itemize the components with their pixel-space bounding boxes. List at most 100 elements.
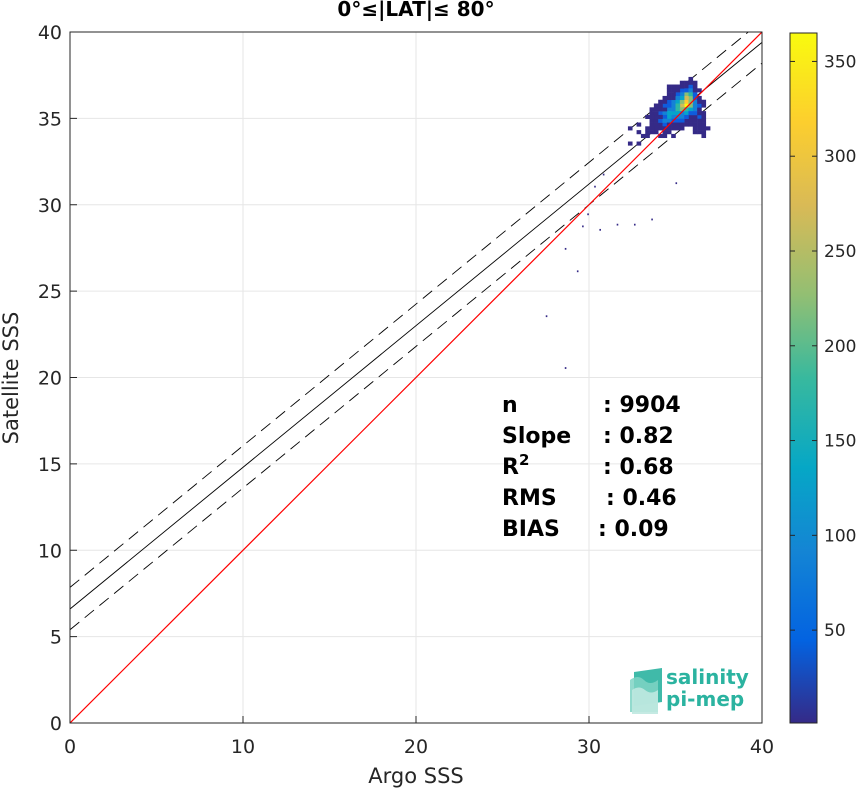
- colorbar-tick-label: 200: [824, 337, 856, 357]
- stat-superscript: 2: [519, 451, 529, 469]
- density-bin: [684, 111, 689, 116]
- outlier-point: [545, 315, 548, 318]
- density-bin: [666, 114, 672, 120]
- density-bin: [662, 118, 668, 123]
- density-bin: [627, 141, 633, 146]
- density-bin: [684, 107, 689, 112]
- stat-value: : 0.09: [598, 517, 669, 542]
- stat-label: BIAS: [502, 517, 560, 542]
- density-bin: [675, 126, 681, 131]
- density-bin: [666, 84, 672, 89]
- density-bin: [671, 95, 676, 101]
- x-tick-label: 0: [64, 736, 76, 758]
- salinity-pi-mep-logo: salinity pi-mep: [630, 665, 749, 714]
- logo-line2: pi-mep: [666, 687, 744, 711]
- colorbar-tick-label: 300: [824, 147, 856, 167]
- density-bin: [679, 99, 685, 104]
- density-bin: [645, 126, 650, 131]
- density-bin: [679, 92, 685, 97]
- stats-annotation: n: 9904 Slope: 0.82 R2: 0.68 RMS: 0.46 BIAS:…: [502, 393, 681, 542]
- density-bin: [692, 111, 698, 116]
- outlier-point: [616, 223, 619, 226]
- density-bin: [649, 118, 655, 123]
- density-bin: [662, 95, 668, 101]
- colorbar-tick-label: 100: [824, 526, 856, 546]
- density-bin: [662, 111, 668, 116]
- density-bin: [679, 80, 685, 85]
- density-bin: [666, 107, 672, 112]
- x-axis-label: Argo SSS: [368, 764, 463, 788]
- density-bin: [679, 122, 685, 127]
- density-bin: [675, 95, 681, 101]
- outlier-point: [651, 218, 653, 221]
- density-bin: [692, 84, 698, 89]
- density-bin: [701, 99, 707, 104]
- density-bin: [658, 122, 663, 127]
- density-bin: [697, 88, 702, 93]
- density-bin: [662, 133, 668, 139]
- density-bin: [692, 103, 698, 108]
- density-bin: [671, 84, 676, 89]
- y-tick-label: 30: [38, 195, 62, 217]
- y-tick-label: 15: [38, 454, 62, 476]
- density-bin: [701, 133, 707, 139]
- density-bin: [666, 88, 672, 93]
- density-bin: [658, 133, 663, 139]
- density-bin: [662, 107, 668, 112]
- density-bin: [697, 111, 702, 116]
- density-bin: [701, 111, 707, 116]
- density-bin: [692, 114, 698, 120]
- density-bin: [705, 126, 711, 131]
- density-bin: [688, 114, 694, 120]
- plot-series: [70, 32, 762, 723]
- density-bin: [692, 99, 698, 104]
- density-bin: [684, 84, 689, 89]
- y-tick-label: 20: [38, 368, 62, 390]
- stat-value: : 0.46: [606, 486, 677, 511]
- density-bin: [658, 126, 663, 131]
- outlier-point: [576, 270, 579, 273]
- density-bin: [701, 126, 707, 131]
- density-bin: [662, 130, 668, 135]
- density-bin: [653, 118, 659, 123]
- density-bin: [697, 99, 702, 104]
- density-bin: [675, 107, 681, 112]
- density-bin: [697, 95, 702, 101]
- density-bin: [645, 133, 650, 139]
- density-bin: [684, 122, 689, 127]
- y-tick-labels: 0 5 10 15 20 25 30 35 40: [38, 22, 62, 735]
- density-bin: [688, 92, 694, 97]
- stat-value: : 9904: [603, 393, 681, 418]
- density-bin: [692, 88, 698, 93]
- density-bin: [658, 107, 663, 112]
- chart-title: 0°≤|LAT|≤ 80°: [337, 0, 494, 21]
- density-bin: [679, 88, 685, 93]
- density-bin: [697, 103, 702, 108]
- outlier-point: [587, 213, 589, 216]
- lower-bound-line: [70, 62, 762, 631]
- density-bin: [692, 126, 698, 131]
- density-bin: [671, 92, 676, 97]
- density-bin: [688, 80, 694, 85]
- density-bin: [679, 118, 685, 123]
- stat-label: R2: [502, 451, 529, 480]
- density-bin: [645, 130, 650, 135]
- density-bin: [692, 130, 698, 135]
- reference-line: [70, 32, 762, 723]
- density-bin: [671, 122, 676, 127]
- x-tick-label: 30: [577, 736, 601, 758]
- outlier-point: [594, 185, 596, 188]
- colorbar-tick-label: 350: [824, 52, 856, 72]
- density-bin: [658, 99, 663, 104]
- density-bin: [688, 103, 694, 108]
- outlier-point: [564, 247, 567, 250]
- density-bin: [675, 92, 681, 97]
- density-bin: [684, 118, 689, 123]
- density-bin: [701, 118, 707, 123]
- density-bin: [666, 95, 672, 101]
- density-bin: [679, 111, 685, 116]
- density-bin: [666, 130, 672, 135]
- x-tick-label: 10: [231, 736, 255, 758]
- density-bin: [645, 114, 650, 120]
- density-bin: [679, 84, 685, 89]
